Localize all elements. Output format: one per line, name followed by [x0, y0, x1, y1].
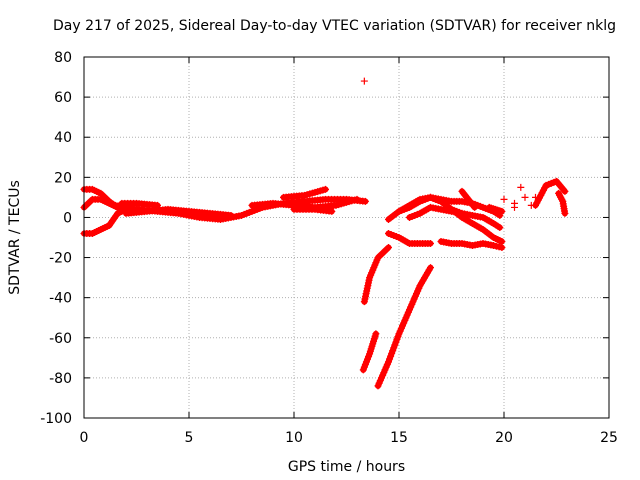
y-tick-label: 60 [54, 90, 72, 106]
data-marker [322, 185, 329, 193]
y-tick-label: -40 [49, 291, 72, 307]
data-marker [511, 199, 518, 207]
series-track-22 [555, 189, 569, 217]
chart-title: Day 217 of 2025, Sidereal Day-to-day VTE… [53, 18, 616, 34]
series-track-17 [427, 193, 506, 246]
data-marker [427, 240, 434, 248]
x-tick-label: 10 [285, 430, 303, 446]
series-track-13 [385, 229, 434, 248]
data-marker [498, 244, 506, 252]
series-track-2 [80, 205, 130, 237]
x-tick-label: 15 [390, 430, 408, 446]
series-track-6 [118, 199, 161, 209]
data-marker [427, 264, 434, 272]
y-tick-label: -100 [40, 411, 72, 427]
series-track-21 [532, 177, 569, 209]
y-axis-label: SDTVAR / TECUs [7, 180, 23, 295]
y-tick-label: -20 [49, 251, 72, 267]
isolated-points [360, 77, 539, 211]
data-marker [328, 207, 336, 215]
data-marker [227, 211, 235, 219]
series-track-11 [359, 330, 380, 374]
series-track-20 [485, 203, 506, 215]
grid [84, 57, 609, 418]
data-marker [361, 197, 369, 205]
series-track-19 [458, 187, 479, 211]
data-marker [561, 187, 569, 195]
series-track-5 [122, 205, 235, 219]
data-marker [471, 203, 479, 211]
data-marker [353, 195, 361, 203]
data-marker [496, 223, 504, 231]
data-marker [532, 193, 539, 201]
data-marker [154, 201, 161, 209]
y-tick-label: -60 [49, 331, 72, 347]
y-tick-label: -80 [49, 371, 72, 387]
series-track-9 [290, 205, 336, 215]
data-marker [527, 201, 535, 209]
data-marker [360, 77, 368, 85]
plot-frame [83, 56, 610, 419]
x-tick-label: 0 [80, 430, 89, 446]
data-marker [561, 209, 569, 217]
y-tick-label: 80 [54, 50, 72, 66]
series-track-10 [360, 244, 392, 306]
y-tick-label: 0 [63, 210, 72, 226]
data-marker [521, 193, 529, 201]
series-track-8 [280, 185, 329, 201]
series-track-12 [374, 264, 434, 390]
x-tick-label: 5 [185, 430, 194, 446]
x-tick-label: 25 [600, 430, 618, 446]
y-tick-label: 20 [54, 170, 72, 186]
y-tick-label: 40 [54, 130, 72, 146]
x-tick-label: 20 [495, 430, 513, 446]
data-marker [500, 195, 508, 203]
data-marker [498, 238, 506, 246]
data-marker [517, 183, 525, 191]
axis-ticks: 0 5 10 15 20 25 -100 -80 -60 -40 -20 0 20 40 60 80 [40, 50, 618, 446]
data-marker [372, 330, 380, 338]
data-series [80, 77, 569, 390]
x-axis-label: GPS time / hours [288, 459, 405, 475]
data-marker [498, 207, 506, 215]
series-track-18 [437, 238, 506, 252]
data-marker [385, 244, 392, 252]
